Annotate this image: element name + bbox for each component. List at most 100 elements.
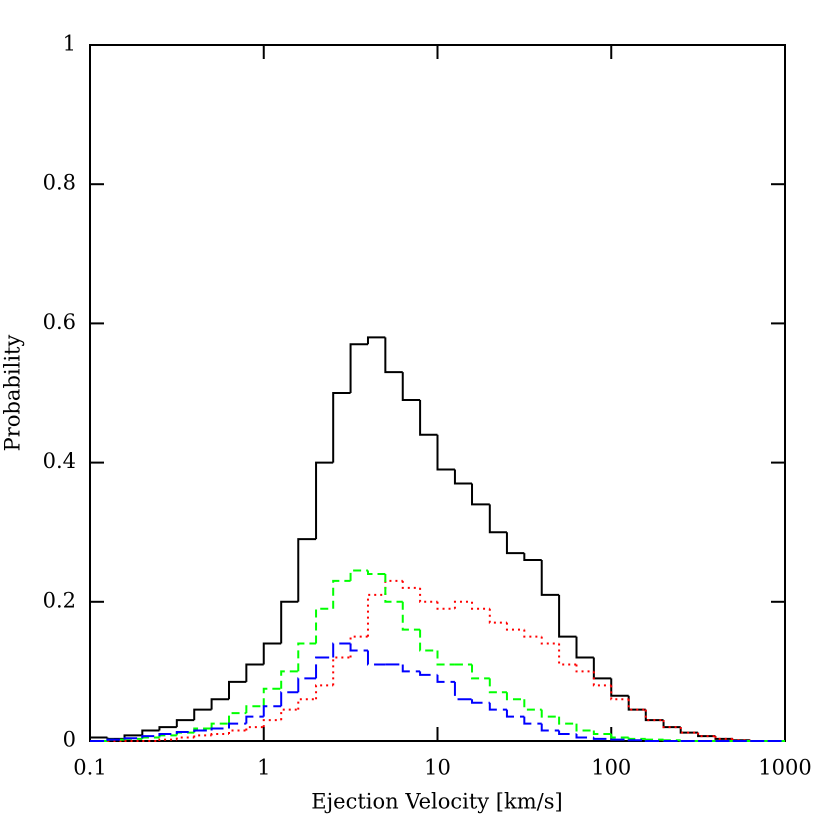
histogram-step [471, 483, 490, 506]
histogram-step [436, 601, 455, 610]
histogram-step [280, 708, 299, 721]
histogram-step [315, 461, 334, 540]
histogram-step [245, 715, 264, 724]
histogram-step [714, 736, 733, 740]
histogram-step [280, 670, 299, 689]
histogram-step [349, 343, 368, 393]
histogram-step [436, 650, 455, 666]
histogram-step [366, 336, 386, 345]
x-axis-label: Ejection Velocity [km/s] [311, 790, 562, 814]
histogram-step [228, 729, 247, 735]
histogram-step [488, 608, 507, 624]
histogram-step [228, 680, 247, 700]
histogram-step [540, 723, 560, 732]
histogram-step [280, 600, 299, 644]
y-tick-label: 0.4 [43, 449, 76, 473]
histogram-step [592, 671, 612, 687]
histogram-step [245, 705, 264, 714]
histogram-step [315, 684, 334, 700]
histogram-step [610, 738, 629, 741]
histogram-step [679, 740, 699, 742]
x-tick-label: 10 [424, 756, 451, 780]
histogram-step [419, 671, 438, 676]
y-tick-label: 0.8 [43, 171, 76, 195]
histogram-step [315, 656, 334, 679]
histogram-step [384, 579, 403, 595]
histogram-step [297, 698, 317, 710]
histogram-step [262, 705, 282, 717]
histogram-step [540, 709, 560, 718]
histogram-step [575, 734, 594, 739]
histogram-step [366, 593, 386, 637]
histogram-step [349, 635, 368, 658]
histogram-step [627, 739, 646, 742]
histogram-step [592, 737, 612, 740]
x-tick-label: 1000 [758, 756, 811, 780]
histogram-step [106, 738, 125, 741]
histogram-step [141, 736, 160, 739]
y-tick-label: 0 [63, 728, 76, 752]
histogram-step [505, 709, 525, 718]
histogram-step [558, 730, 577, 736]
histogram-step [419, 629, 438, 652]
histogram-step [175, 731, 195, 736]
histogram-step [297, 642, 317, 672]
histogram-step [123, 737, 143, 740]
histogram-step [245, 726, 264, 731]
histogram-step [644, 740, 664, 742]
y-axis-label: Probability [1, 335, 25, 452]
histogram-step [349, 643, 368, 652]
histogram-step [158, 726, 177, 731]
y-tick-label: 0.2 [43, 588, 76, 612]
histogram-step [384, 337, 403, 374]
histogram-step [471, 699, 490, 704]
histogram-step [158, 738, 177, 741]
histogram-step [210, 698, 230, 710]
histogram-step [471, 664, 490, 680]
histogram-step [175, 719, 195, 728]
histogram-step [349, 569, 368, 581]
histogram-step [662, 720, 681, 729]
histogram-step [540, 560, 560, 596]
histogram-step [575, 723, 594, 732]
histogram-step [644, 709, 664, 722]
x-tick-label: 100 [591, 756, 631, 780]
histogram-step [610, 734, 629, 739]
histogram-step [245, 663, 264, 682]
y-tick-label: 1 [63, 32, 76, 56]
histogram-step [697, 732, 716, 738]
histogram-step [228, 722, 247, 729]
histogram-step [523, 699, 542, 711]
histogram-step [627, 737, 646, 740]
histogram-step [505, 692, 525, 701]
histogram-step [592, 730, 612, 736]
histogram-step [575, 636, 594, 659]
histogram-step [644, 738, 664, 741]
histogram-step [262, 687, 282, 707]
x-tick-label: 1 [257, 756, 270, 780]
histogram-step [297, 538, 317, 602]
histogram-step [610, 685, 629, 701]
histogram-step [280, 691, 299, 707]
histogram-step [627, 695, 646, 711]
histogram-step [332, 392, 351, 463]
y-tick-label: 0.6 [43, 310, 76, 334]
histogram-step [366, 570, 386, 575]
histogram-step [523, 716, 542, 725]
histogram-step [540, 636, 560, 645]
histogram-step [558, 716, 577, 725]
histogram-step [401, 580, 421, 589]
histogram-step [401, 664, 421, 673]
histogram-step [384, 573, 403, 603]
histogram-step [332, 579, 351, 609]
plot-frame [89, 44, 786, 742]
histogram-step [141, 729, 160, 736]
histogram-step [193, 708, 212, 721]
histogram-step [679, 727, 699, 734]
histogram-step [175, 736, 195, 740]
histogram-step [558, 643, 577, 666]
histogram-step [592, 657, 612, 680]
histogram-step [714, 736, 733, 740]
histogram-step [488, 678, 507, 694]
histogram-step [644, 709, 664, 722]
